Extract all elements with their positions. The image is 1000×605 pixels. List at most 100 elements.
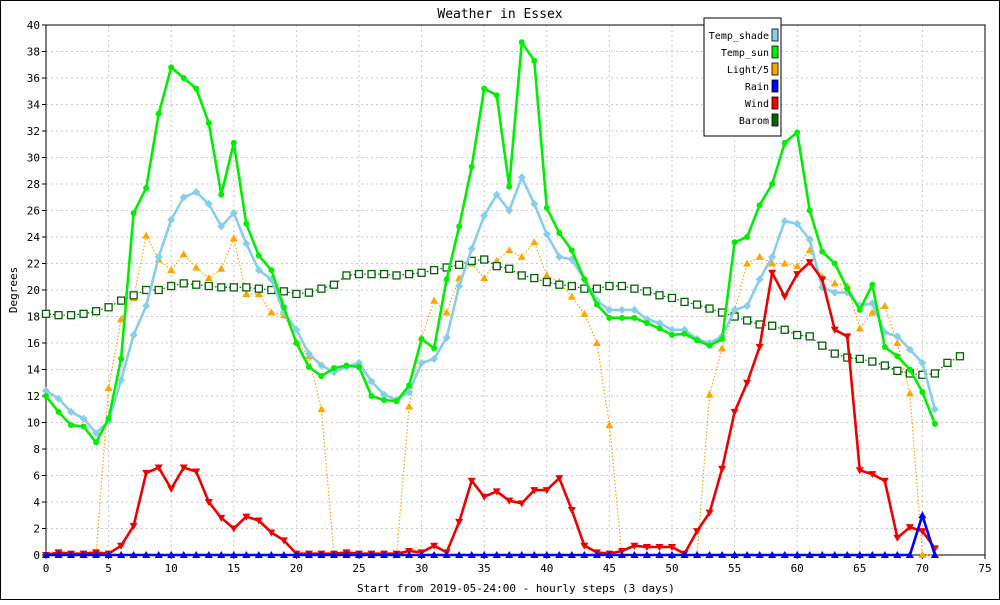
data-point-temp-sun: [618, 314, 625, 321]
y-tick-label: 36: [27, 72, 40, 85]
data-point-temp-shade: [730, 305, 739, 314]
data-point-rain: [705, 551, 714, 558]
y-tick-label: 32: [27, 125, 40, 138]
data-point-barom: [492, 261, 501, 271]
data-point-temp-sun: [881, 343, 888, 350]
data-point-wind: [517, 500, 526, 508]
data-point-temp-sun: [719, 336, 726, 343]
data-point-temp-sun: [518, 39, 525, 46]
data-point-rain: [317, 551, 326, 558]
data-point-barom: [517, 271, 526, 280]
data-point-temp-shade: [254, 266, 263, 275]
data-point-temp-sun: [581, 276, 588, 283]
data-point-light-5: [430, 296, 439, 304]
data-point-temp-shade: [154, 252, 163, 261]
data-point-barom: [780, 325, 789, 334]
x-tick-label: 25: [352, 562, 365, 575]
data-point-wind: [192, 468, 201, 476]
data-point-temp-shade: [755, 275, 764, 284]
data-point-light-5: [830, 279, 839, 287]
data-point-rain: [167, 551, 176, 558]
data-point-temp-sun: [393, 398, 400, 405]
data-point-temp-sun: [130, 210, 137, 217]
data-point-wind: [267, 529, 276, 537]
data-point-temp-sun: [756, 202, 763, 209]
data-point-temp-sun: [831, 260, 838, 267]
data-point-temp-sun: [681, 330, 688, 337]
data-point-wind: [793, 271, 802, 279]
data-point-rain: [355, 551, 363, 558]
data-point-rain: [54, 551, 63, 558]
data-point-temp-shade: [893, 332, 902, 341]
data-point-wind: [542, 487, 551, 495]
data-point-rain: [855, 551, 864, 558]
legend-label-rain: Rain: [745, 82, 769, 93]
data-point-rain: [117, 551, 126, 558]
data-point-rain: [693, 551, 702, 558]
x-tick-label: 30: [415, 562, 428, 575]
y-tick-label: 34: [27, 99, 41, 112]
data-point-barom: [930, 369, 940, 378]
data-point-barom: [204, 281, 213, 291]
data-point-light-5: [317, 405, 326, 413]
data-point-temp-shade: [92, 429, 101, 438]
data-point-temp-shade: [42, 386, 50, 395]
data-point-temp-shade: [780, 217, 789, 226]
data-point-light-5: [868, 308, 877, 316]
data-point-rain: [880, 551, 889, 558]
data-point-rain: [492, 551, 501, 558]
data-point-temp-sun: [819, 248, 826, 255]
legend-swatch-temp-shade: [771, 28, 779, 42]
data-point-temp-sun: [293, 340, 300, 346]
data-point-rain: [918, 511, 927, 519]
data-point-rain: [192, 551, 201, 558]
data-point-wind: [129, 522, 138, 530]
data-point-temp-shade: [129, 331, 138, 340]
x-tick-label: 65: [853, 562, 866, 575]
data-point-rain: [267, 551, 276, 558]
data-point-wind: [830, 326, 839, 334]
data-point-light-5: [605, 421, 614, 429]
data-point-light-5: [480, 274, 489, 282]
data-point-temp-shade: [217, 222, 226, 231]
data-point-wind: [705, 509, 714, 517]
data-point-temp-shade: [292, 325, 301, 334]
data-point-wind: [430, 542, 439, 550]
data-point-wind: [492, 488, 501, 496]
data-point-rain: [79, 551, 88, 558]
data-point-temp-sun: [330, 365, 337, 372]
data-point-temp-sun: [456, 223, 463, 230]
series-layer: [41, 39, 965, 559]
data-point-temp-sun: [781, 139, 788, 146]
data-point-rain: [542, 551, 551, 558]
data-point-barom: [41, 309, 51, 319]
data-point-temp-sun: [180, 75, 187, 81]
data-point-temp-shade: [79, 414, 88, 423]
data-point-wind: [567, 506, 576, 514]
data-point-rain: [129, 551, 138, 558]
data-point-rain: [179, 551, 188, 558]
data-point-barom: [542, 277, 551, 287]
data-point-wind: [743, 379, 752, 387]
data-point-temp-sun: [643, 320, 650, 327]
data-point-light-5: [204, 274, 213, 282]
data-point-temp-sun: [769, 181, 776, 187]
data-point-barom: [818, 341, 827, 350]
data-point-temp-sun: [556, 230, 563, 237]
data-point-rain: [780, 551, 789, 558]
data-point-rain: [668, 551, 676, 558]
data-point-temp-shade: [380, 390, 389, 399]
data-point-temp-shade: [768, 252, 777, 261]
data-point-light-5: [217, 264, 226, 272]
data-point-rain: [868, 551, 877, 558]
y-tick-label: 24: [27, 231, 41, 244]
data-point-barom: [655, 291, 664, 300]
data-point-barom: [392, 271, 401, 280]
x-tick-label: 45: [603, 562, 616, 575]
x-axis-label: Start from 2019-05-24:00 - hourly steps …: [357, 582, 675, 595]
data-point-temp-shade: [179, 193, 188, 202]
data-point-barom: [91, 307, 101, 316]
data-point-temp-sun: [506, 183, 513, 190]
data-point-barom: [855, 354, 864, 364]
legend-swatch-rain: [771, 79, 779, 93]
